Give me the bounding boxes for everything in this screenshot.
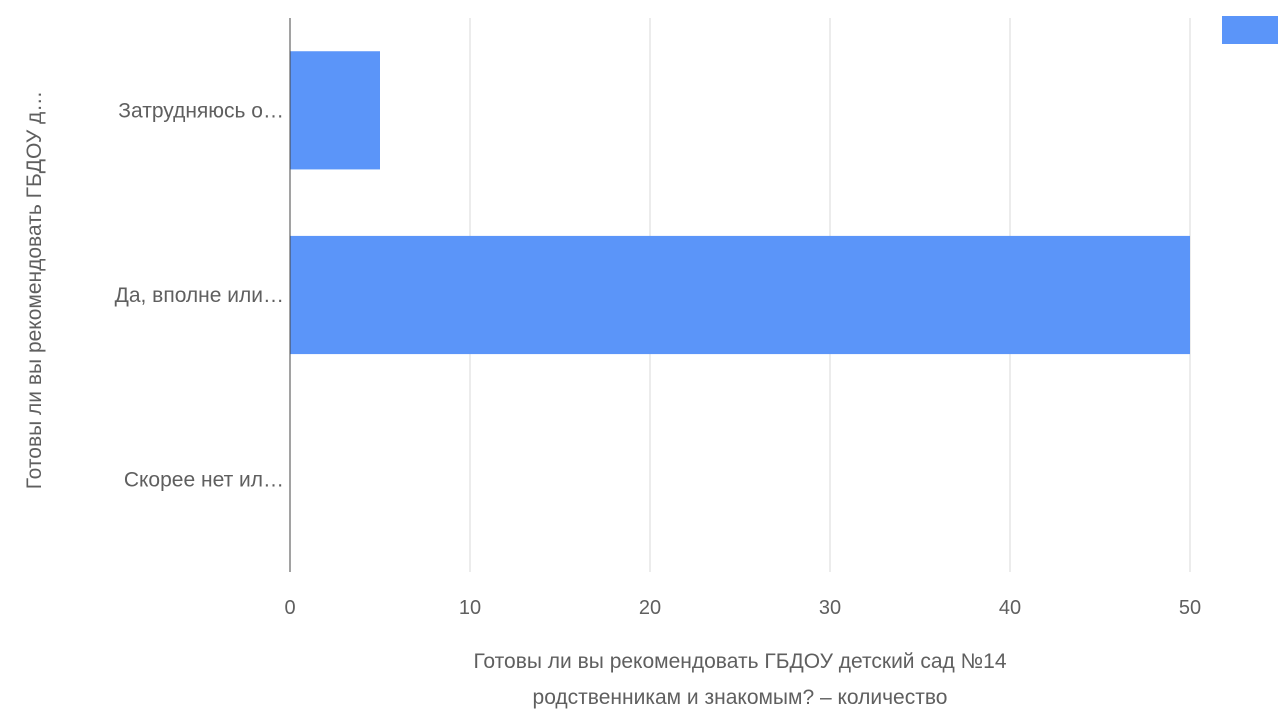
bar-0 [290, 51, 380, 170]
x-tick-label-2: 20 [639, 597, 661, 619]
y-tick-label-2: Скорее нет ил… [124, 469, 284, 492]
bars [290, 51, 1190, 355]
y-tick-labels: Затрудняюсь о… Да, вполне или… Скорее нет … [115, 99, 284, 491]
x-tick-label-4: 40 [999, 597, 1021, 619]
y-tick-label-1: Да, вполне или… [115, 284, 284, 307]
legend-swatch [1222, 16, 1278, 44]
x-tick-label-5: 50 [1179, 597, 1201, 619]
x-tick-label-1: 10 [459, 597, 481, 619]
y-axis-title: Готовы ли вы рекомендовать ГБДОУ д… [23, 91, 46, 490]
x-axis-title-line-2: родственникам и знакомым? – количество [533, 686, 948, 709]
x-tick-label-0: 0 [284, 597, 295, 619]
bar-1 [290, 235, 1190, 355]
x-tick-label-3: 30 [819, 597, 841, 619]
x-tick-labels: 0 10 20 30 40 50 [284, 597, 1201, 619]
x-axis-title-line-1: Готовы ли вы рекомендовать ГБДОУ детский… [473, 650, 1006, 673]
y-tick-label-0: Затрудняюсь о… [118, 99, 284, 122]
